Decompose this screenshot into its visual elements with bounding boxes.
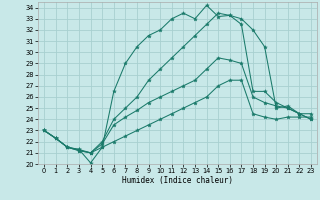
X-axis label: Humidex (Indice chaleur): Humidex (Indice chaleur)	[122, 176, 233, 185]
